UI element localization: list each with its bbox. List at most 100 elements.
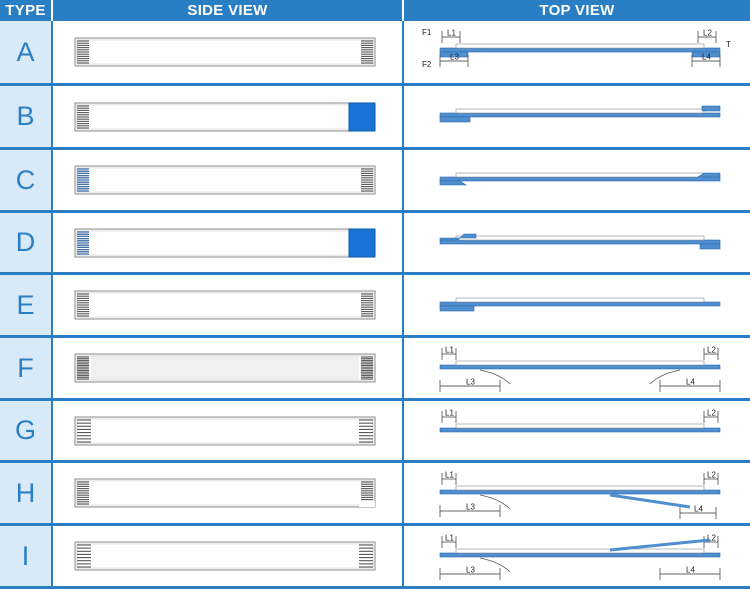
dim-l3-label: L3 (450, 53, 459, 62)
top-cable: L1 L2 L3 L4 (439, 346, 721, 392)
side-cable (74, 102, 376, 132)
dim-l3-label: L3 (466, 566, 475, 575)
cable-line (439, 176, 721, 182)
cable-surface (76, 480, 374, 506)
dim-l1-label: L1 (445, 471, 454, 480)
top-cable (439, 172, 721, 186)
cover-film (455, 43, 705, 49)
dim-l2-label: L2 (707, 346, 716, 355)
left-stiffener (439, 305, 475, 312)
column-divider (51, 213, 53, 272)
top-cable: F1 F2 L1 L2 L3 L4 T (422, 28, 731, 69)
cover-film (455, 108, 705, 114)
dim-l1-label: L1 (445, 346, 454, 355)
row-divider (0, 460, 750, 463)
column-divider (51, 21, 53, 83)
row-divider (0, 523, 750, 526)
dim-l4-label: L4 (694, 505, 703, 514)
top-view-diagram (439, 297, 721, 312)
cable-surface (76, 167, 374, 193)
table-row: F L1 L2 L3 L4 (0, 338, 750, 398)
label-t: T (726, 40, 731, 49)
side-view-diagram (74, 37, 376, 67)
cable-line (439, 47, 721, 53)
side-cable (74, 478, 376, 508)
side-view-diagram (74, 290, 376, 320)
dim-l3-label: L3 (466, 378, 475, 387)
column-divider (402, 21, 404, 83)
cable-line (439, 489, 721, 495)
dim-l1-label: L1 (445, 409, 454, 418)
side-cable (74, 228, 376, 258)
column-divider (402, 275, 404, 335)
cable-line (439, 364, 721, 370)
row-divider (0, 83, 750, 86)
side-cable (74, 416, 376, 446)
column-divider (51, 275, 53, 335)
top-view-diagram: F1 F2 L1 L2 L3 L4 T (422, 28, 731, 69)
dim-l4-label: L4 (686, 378, 695, 387)
cable-surface (76, 418, 374, 444)
cable-surface (76, 230, 374, 256)
row-divider (0, 398, 750, 401)
row-divider (0, 272, 750, 275)
top-cable (439, 105, 721, 123)
dim-l1-label: L1 (445, 534, 454, 543)
dim-l2-label: L2 (707, 534, 716, 543)
branch-right (609, 538, 711, 552)
branch-right (649, 369, 681, 385)
label-f1: F1 (422, 28, 432, 37)
type-label: E (0, 275, 51, 335)
dim-l2-label: L2 (707, 409, 716, 418)
top-view-diagram (439, 233, 721, 250)
right-stiffener (701, 105, 721, 112)
cable-surface (76, 39, 374, 65)
left-stiffener (439, 116, 471, 123)
top-view-diagram (439, 105, 721, 123)
cable-surface (76, 543, 374, 569)
right-stiffener (697, 172, 721, 178)
table-row: D (0, 213, 750, 272)
dim-l1-label: L1 (447, 29, 456, 38)
notch (359, 501, 375, 507)
side-view-diagram (74, 541, 376, 571)
header-top-view: TOP VIEW (404, 0, 750, 21)
right-stiffener (691, 51, 721, 58)
column-divider (402, 213, 404, 272)
dim-l2-label: L2 (707, 471, 716, 480)
cable-line (439, 112, 721, 118)
top-cable: L1 L2 L3 L4 (439, 471, 721, 519)
header-side-view: SIDE VIEW (53, 0, 402, 21)
top-cable (439, 297, 721, 312)
dim-l4-label: L4 (702, 53, 711, 62)
table-row: E (0, 275, 750, 335)
top-view-diagram: L1 L2 L3 L4 (439, 534, 721, 580)
top-view-diagram: L1 L2 L3 L4 (439, 471, 721, 519)
type-label: F (0, 338, 51, 398)
type-label: A (0, 21, 51, 83)
left-stiffener (439, 180, 467, 186)
top-cable (439, 233, 721, 250)
type-label: D (0, 213, 51, 272)
column-divider (51, 86, 53, 147)
cable-line (439, 301, 721, 307)
side-view-diagram (74, 416, 376, 446)
cover-film (455, 172, 705, 178)
cover-film (455, 235, 705, 241)
label-f2: F2 (422, 60, 432, 69)
top-view-diagram: L1 L2 L3 L4 (439, 346, 721, 392)
dim-l2-label: L2 (703, 29, 712, 38)
top-view-diagram (439, 172, 721, 186)
column-divider (402, 526, 404, 586)
table-row: B (0, 86, 750, 147)
column-divider (51, 463, 53, 523)
branch-right (609, 493, 691, 509)
top-view-diagram: L1 L2 (439, 409, 721, 433)
side-cable (74, 165, 376, 195)
top-cable: L1 L2 (439, 409, 721, 433)
table-row: I L1 L2 L3 L4 (0, 526, 750, 586)
side-view-diagram (74, 228, 376, 258)
table-row: C (0, 150, 750, 210)
side-view-diagram (74, 353, 376, 383)
column-divider (402, 401, 404, 460)
